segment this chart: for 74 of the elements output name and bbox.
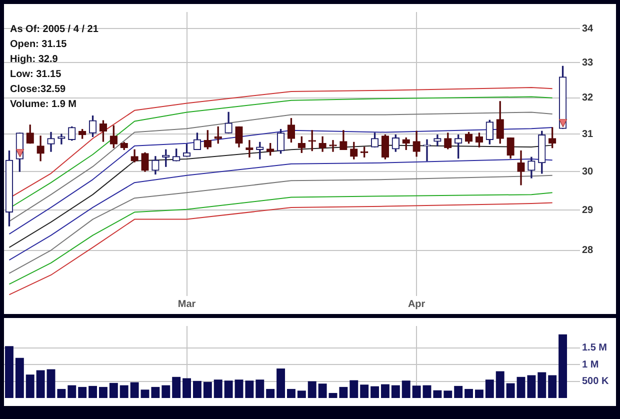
y-tick-label: 30 (582, 166, 594, 178)
y-tick-label: 31 (582, 128, 594, 140)
bar (380, 384, 390, 398)
bar (120, 385, 128, 398)
bar (68, 385, 76, 398)
bar (151, 386, 160, 398)
bar (485, 380, 494, 398)
bar (558, 334, 568, 398)
x-tick-label: Apr (408, 298, 426, 310)
bar (203, 382, 212, 398)
bar (130, 382, 139, 398)
bar (350, 380, 358, 398)
candlestick (329, 140, 337, 152)
bar (4, 346, 14, 398)
bar (318, 384, 327, 398)
bar (474, 390, 484, 398)
bar (339, 386, 348, 398)
bar (328, 392, 338, 398)
bar (245, 380, 254, 398)
x-tick-label: Mar (178, 298, 196, 310)
bar (391, 385, 400, 398)
bar (88, 386, 98, 398)
bar (256, 380, 264, 398)
bar (266, 388, 275, 398)
bar (98, 386, 108, 398)
bar (454, 386, 463, 398)
bar (57, 388, 66, 398)
bar (15, 358, 24, 398)
bar (548, 375, 557, 398)
bar (506, 383, 515, 398)
bar (36, 370, 45, 398)
bar (308, 381, 316, 398)
bar (516, 376, 526, 398)
bar (78, 386, 87, 398)
bar (276, 368, 286, 398)
bar (234, 380, 244, 398)
bar (412, 386, 421, 398)
bar (192, 380, 202, 398)
annotation: Open: 31.15 (10, 38, 68, 52)
bar (26, 374, 34, 398)
y-tick-label: 1 M (582, 359, 599, 370)
bar (464, 388, 474, 398)
annotation: Volume: 1.9 M (10, 98, 78, 112)
y-tick-label: 28 (582, 245, 594, 256)
y-tick-label: 29 (582, 204, 594, 216)
y-tick-label: 33 (582, 57, 594, 68)
bar (162, 385, 170, 398)
bar (46, 369, 56, 398)
bar (109, 382, 118, 398)
annotation: Low: 31.15 (10, 68, 62, 82)
bar (286, 388, 296, 398)
bar (422, 385, 432, 398)
y-tick-label: 32 (582, 92, 594, 104)
bar (433, 390, 442, 398)
y-tick-label: 500 K (582, 376, 610, 388)
y-tick-label: 34 (582, 23, 594, 34)
y-tick-label: 1.5 M (582, 342, 608, 354)
bar (444, 390, 452, 398)
bar (527, 375, 536, 398)
bar (360, 384, 369, 398)
bar (140, 390, 150, 398)
bar (182, 378, 192, 398)
bar (402, 380, 410, 398)
bar (224, 380, 233, 398)
annotation: High: 32.9 (10, 53, 59, 67)
bar (496, 371, 504, 398)
bar (538, 372, 546, 398)
annotation: Close:32.59 (10, 83, 67, 97)
bar (297, 390, 306, 398)
annotation: As Of: 2005 / 4 / 21 (10, 23, 98, 37)
bar (370, 386, 380, 398)
bar (172, 376, 181, 398)
bar (214, 380, 222, 398)
candlestick (423, 139, 431, 162)
